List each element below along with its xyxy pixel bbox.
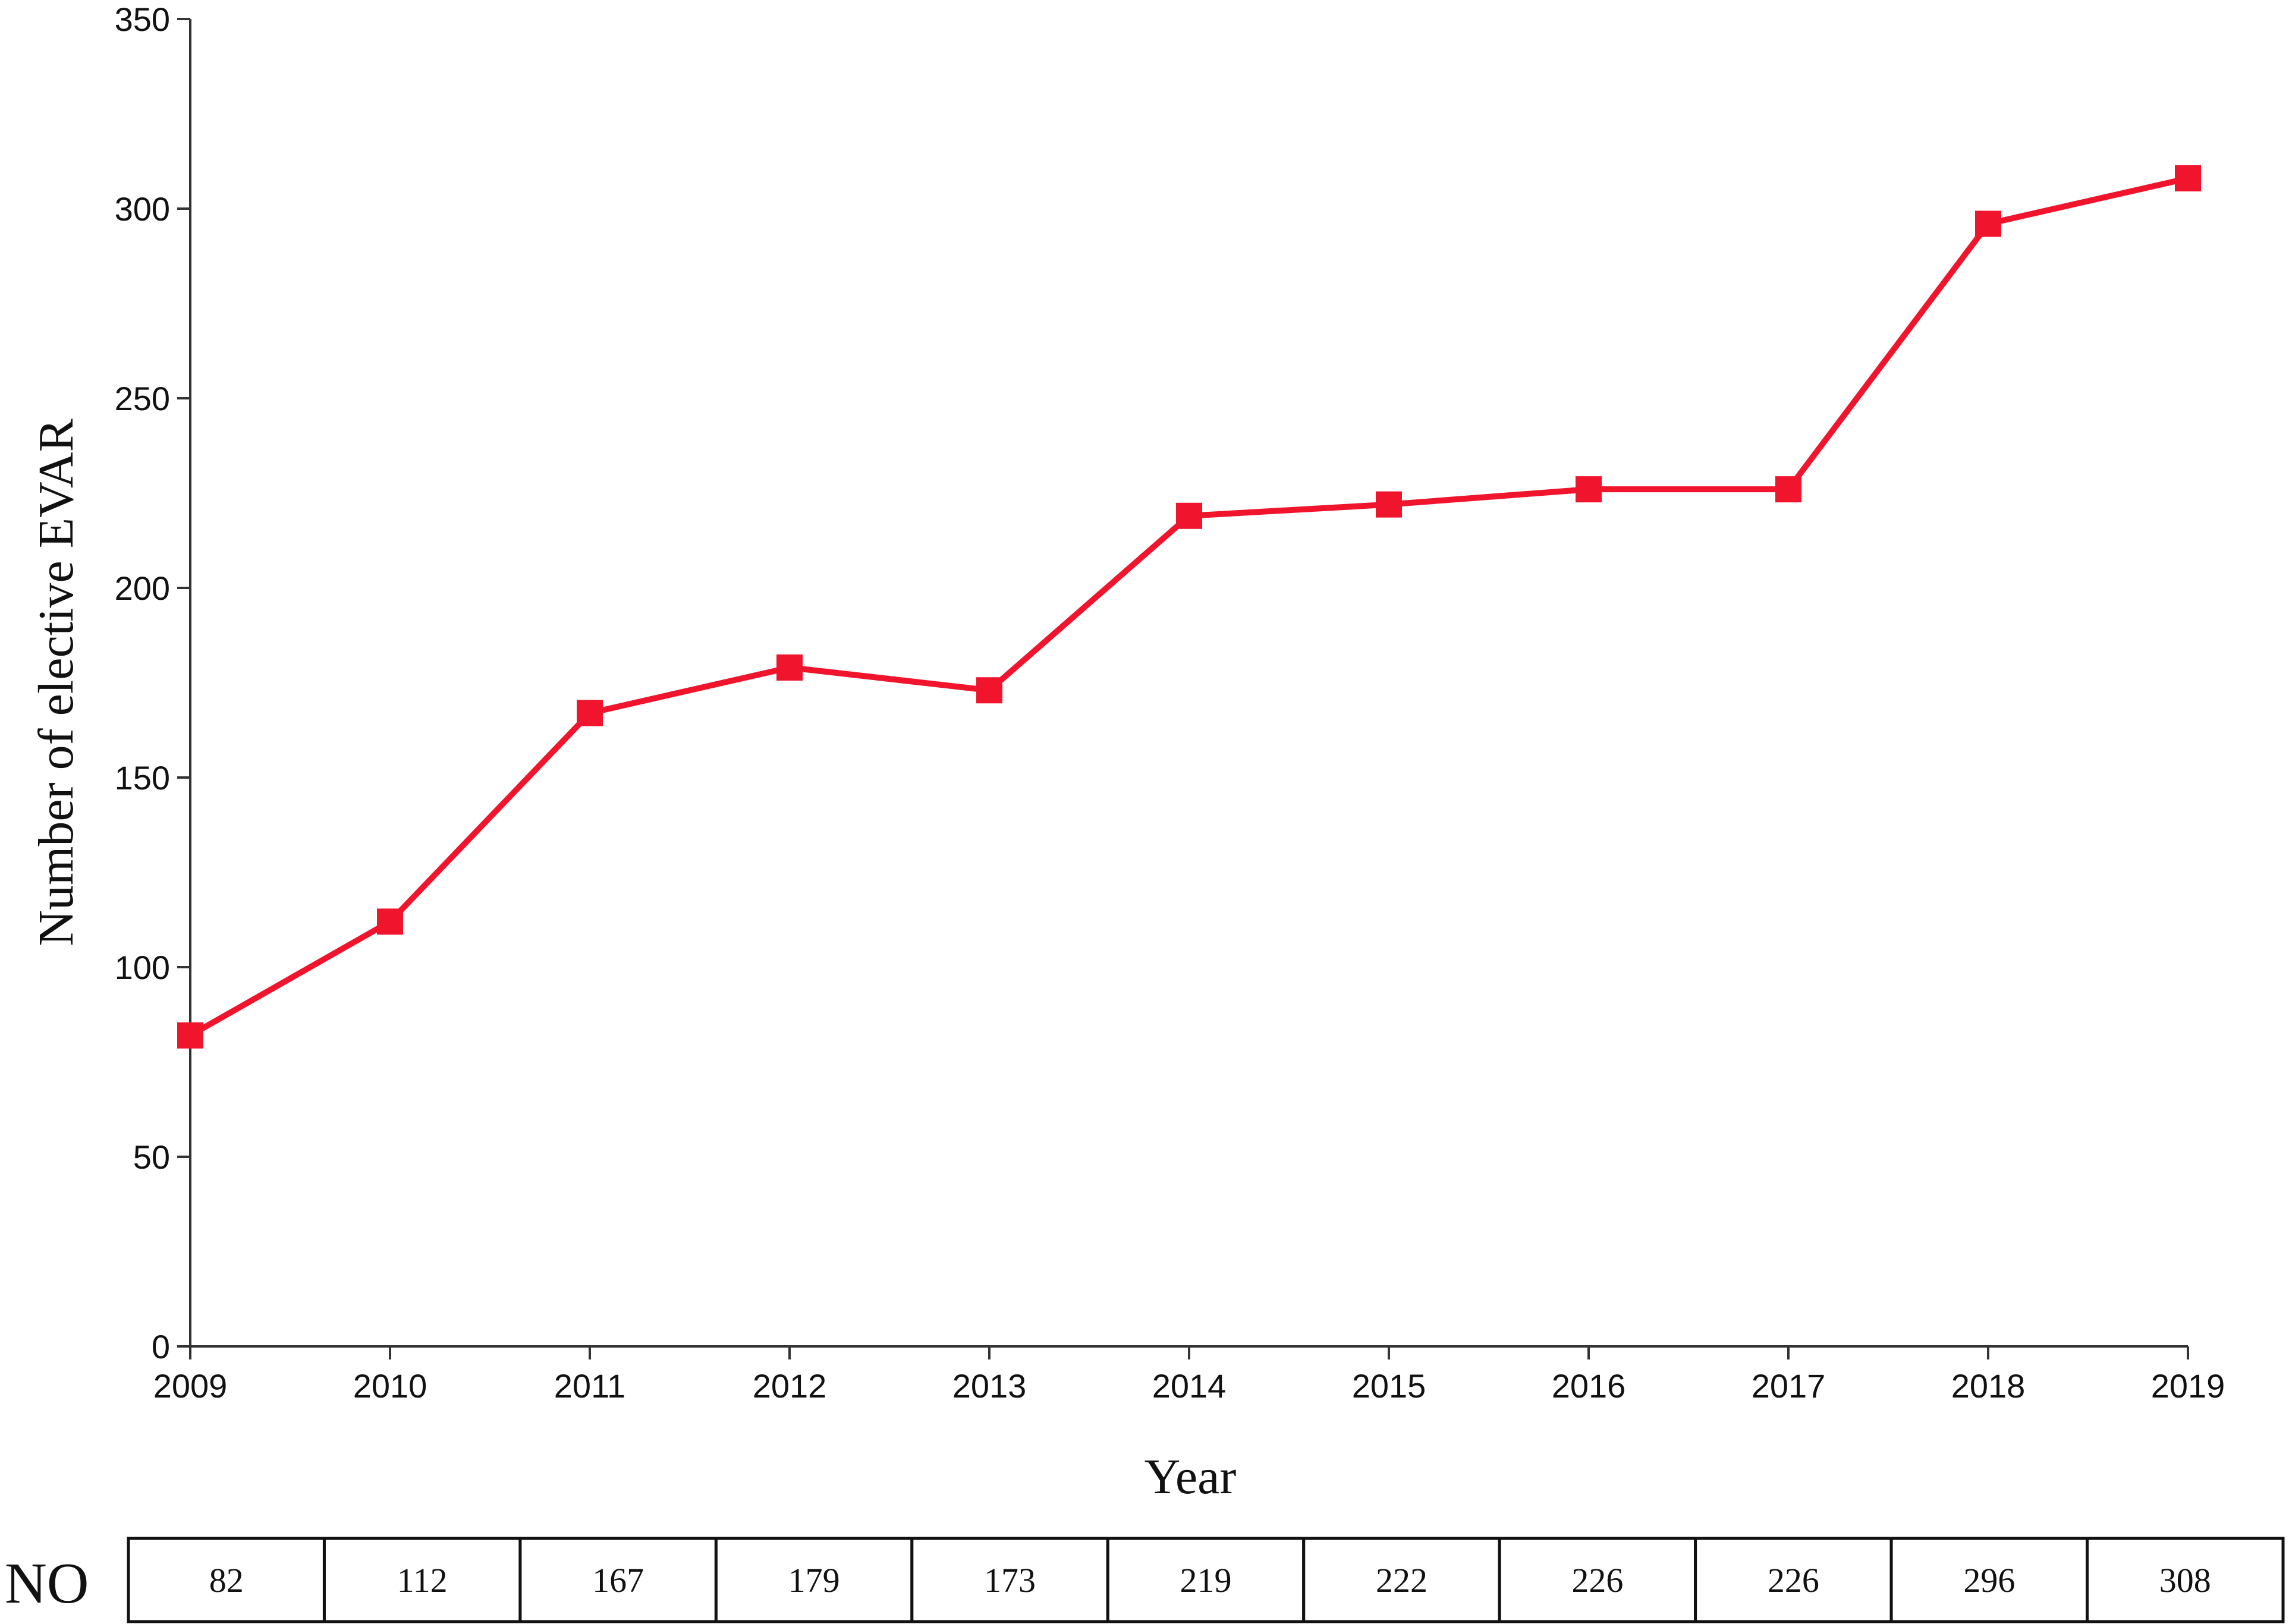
x-tick-label: 2017 [1752, 1367, 1826, 1405]
y-tick-label: 100 [115, 949, 170, 986]
x-tick-label: 2012 [753, 1367, 827, 1405]
y-tick-label: 300 [115, 190, 170, 228]
y-tick-label: 0 [152, 1328, 170, 1365]
x-tick-label: 2011 [554, 1367, 625, 1405]
table-cell-value: 173 [984, 1561, 1036, 1600]
table-cell [1694, 1537, 1893, 1623]
series-layer [177, 165, 2201, 1049]
x-tick-label: 2014 [1152, 1367, 1227, 1405]
series-line [188, 175, 2189, 1038]
x-axis: 2009 2010 2011 2012 2013 2014 2015 2016 2017 2018… [153, 1345, 2225, 1405]
x-tick-label: 2016 [1552, 1367, 1626, 1405]
table-row-label: NO [5, 1551, 89, 1616]
y-tick-label: 350 [115, 1, 170, 38]
table-cell [714, 1537, 914, 1623]
data-table: 82 112 167 179 173 219 222 226 226 296 308 [127, 1537, 2285, 1623]
x-tick-label: 2018 [1951, 1367, 2026, 1405]
table-cell-value: 296 [1963, 1561, 2015, 1600]
table-cell [1889, 1537, 2089, 1623]
data-point-2018 [1975, 210, 2001, 237]
table-cell [518, 1537, 718, 1623]
table-cell-value: 226 [1768, 1561, 1819, 1600]
data-point-2011 [577, 700, 603, 726]
table-cell [1498, 1537, 1697, 1623]
table-cell-value: 308 [2159, 1561, 2211, 1600]
data-point-2015 [1376, 491, 1402, 518]
table-cell [2086, 1537, 2285, 1623]
data-point-2019 [2175, 165, 2201, 191]
table-cell-value: 226 [1571, 1561, 1623, 1600]
table-cell [1106, 1537, 1306, 1623]
table-cell-value: 112 [397, 1561, 448, 1600]
table-cell-value: 222 [1376, 1561, 1428, 1600]
data-point-2012 [776, 654, 803, 681]
x-tick-label: 2015 [1352, 1367, 1426, 1405]
table-cell-value: 82 [209, 1561, 244, 1600]
table-cell-value: 179 [788, 1561, 840, 1600]
x-tick-label: 2013 [952, 1367, 1027, 1405]
y-tick-label: 50 [133, 1138, 170, 1176]
data-point-2016 [1576, 476, 1602, 503]
x-tick-label: 2019 [2151, 1367, 2225, 1405]
y-tick-label: 250 [115, 380, 170, 417]
y-axis: 0 50 100 150 200 250 300 350 [115, 1, 191, 1365]
data-point-2013 [976, 677, 1002, 704]
data-point-2014 [1176, 502, 1202, 529]
data-point-2009 [177, 1022, 203, 1049]
y-tick-label: 200 [115, 569, 170, 607]
x-axis-title: Year [1144, 1449, 1237, 1505]
y-tick-label: 150 [115, 759, 170, 797]
table-cell-value: 219 [1180, 1561, 1232, 1600]
data-point-2017 [1775, 476, 1801, 503]
table-cell [910, 1537, 1109, 1623]
y-axis-title: Number of elective EVAR [29, 418, 84, 946]
data-point-2010 [377, 908, 403, 935]
table-cell-value: 167 [592, 1561, 644, 1600]
x-tick-label: 2010 [353, 1367, 427, 1405]
x-tick-label: 2009 [153, 1367, 228, 1405]
